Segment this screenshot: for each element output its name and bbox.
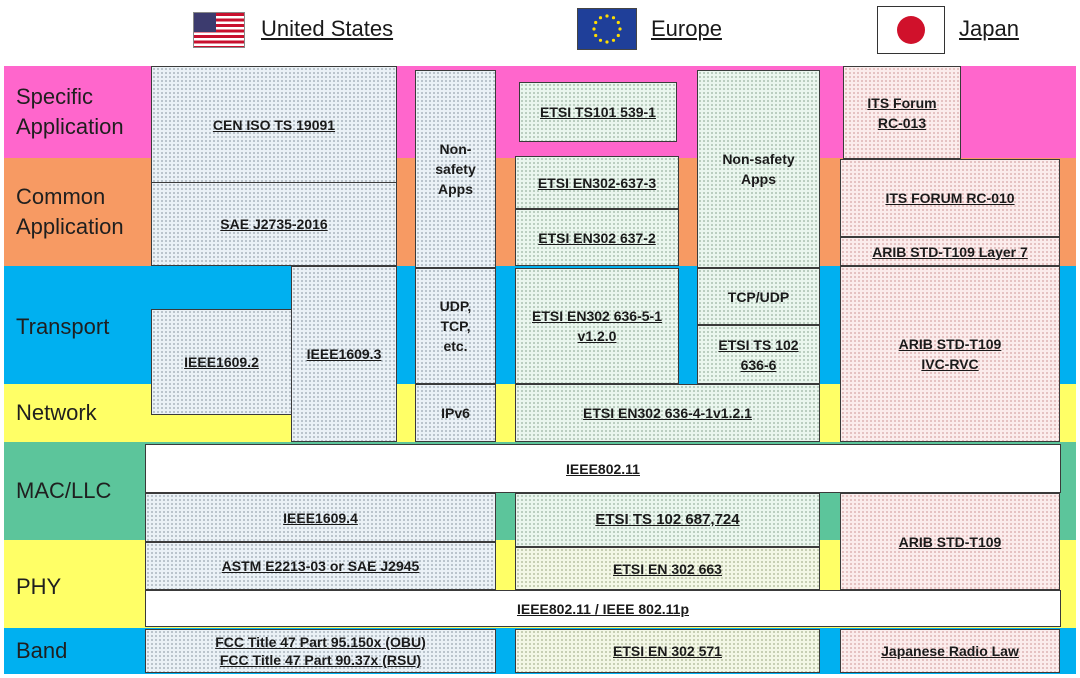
std-etsi-ts101-539-1: ETSI TS101 539-1 [519, 82, 677, 142]
layer-label-specific: Specific Application [16, 84, 124, 139]
layer-label-mac: MAC/LLC [16, 478, 112, 503]
std-etsi-en302-637-2: ETSI EN302 637-2 [515, 209, 679, 266]
std-ipv6: IPv6 [415, 384, 496, 442]
std-ieee1609-2: IEEE1609.2 [151, 309, 292, 415]
layer-label-band: Band [16, 638, 68, 663]
std-fcc-title-47: FCC Title 47 Part 95.150x (OBU) FCC Titl… [145, 629, 496, 673]
std-tcp-udp: TCP/UDP [697, 268, 820, 325]
std-ieee802-11: IEEE802.11 [145, 444, 1061, 493]
std-udp-tcp: UDP, TCP, etc. [415, 268, 496, 384]
std-ieee1609-4: IEEE1609.4 [145, 493, 496, 542]
std-etsi-en302-636-5-1: ETSI EN302 636-5-1 v1.2.0 [515, 268, 679, 384]
layer-label-transport: Transport [16, 314, 110, 339]
std-its-forum-rc-010: ITS FORUM RC-010 [840, 159, 1060, 237]
region-jp-label: Japan [959, 16, 1019, 41]
layer-label-network: Network [16, 400, 97, 425]
std-us-nonsafety-apps: Non-safety Apps [415, 70, 496, 268]
std-etsi-en-302-663: ETSI EN 302 663 [515, 547, 820, 590]
std-ieee1609-3: IEEE1609.3 [291, 266, 397, 442]
japan-flag-icon [877, 6, 945, 54]
std-etsi-ts-102-687: ETSI TS 102 687,724 [515, 493, 820, 547]
std-etsi-en302-636-4-1: ETSI EN302 636-4-1v1.2.1 [515, 384, 820, 442]
std-eu-nonsafety-apps: Non-safety Apps [697, 70, 820, 268]
layer-label-phy: PHY [16, 574, 62, 599]
std-sae-j2735: SAE J2735-2016 [151, 182, 397, 266]
std-arib-t109-layer7: ARIB STD-T109 Layer 7 [840, 237, 1060, 266]
eu-flag-icon [577, 8, 637, 50]
std-arib-t109-ivc-rvc: ARIB STD-T109 IVC-RVC [840, 266, 1060, 442]
std-ieee802-11p: IEEE802.11 / IEEE 802.11p [145, 590, 1061, 627]
std-astm-e2213: ASTM E2213-03 or SAE J2945 [145, 542, 496, 590]
us-flag-icon [193, 12, 245, 48]
region-us-label: United States [261, 16, 394, 41]
region-eu-label: Europe [651, 16, 722, 41]
std-its-forum-rc-013: ITS Forum RC-013 [843, 66, 961, 159]
layer-label-common: Common Application [16, 184, 124, 239]
std-japanese-radio-law: Japanese Radio Law [840, 629, 1060, 673]
std-cen-iso-ts-19091: CEN ISO TS 19091 [151, 66, 397, 183]
std-etsi-en-302-571: ETSI EN 302 571 [515, 629, 820, 673]
std-etsi-ts-102-636-6: ETSI TS 102 636-6 [697, 325, 820, 384]
std-arib-std-t109: ARIB STD-T109 [840, 493, 1060, 590]
std-etsi-en302-637-3: ETSI EN302-637-3 [515, 156, 679, 209]
